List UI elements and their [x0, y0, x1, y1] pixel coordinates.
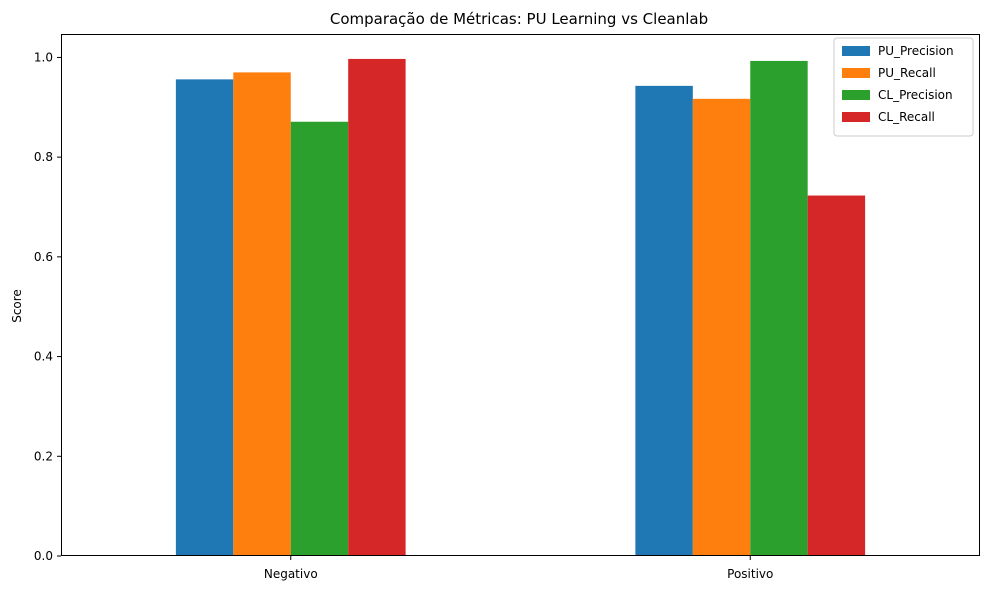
- legend-box: [833, 37, 974, 137]
- bar-cl-precision-negativo: [290, 121, 349, 556]
- y-tick-label: 0.8: [34, 150, 53, 164]
- x-axis: Negativo Positivo: [264, 556, 773, 581]
- y-tick-label: 0.0: [34, 549, 53, 563]
- y-axis-title: Score: [10, 289, 24, 323]
- bars-layer: [175, 58, 866, 557]
- x-tick-label: Positivo: [727, 567, 773, 581]
- bar-cl-recall-negativo: [348, 58, 406, 556]
- bar-pu-recall-positivo: [692, 98, 751, 556]
- legend-label: CL_Precision: [878, 88, 953, 102]
- bar-cl-recall-positivo: [807, 195, 866, 556]
- y-tick-label: 0.6: [34, 250, 53, 264]
- legend-swatch: [842, 46, 870, 56]
- legend-swatch: [842, 112, 870, 122]
- legend-swatch: [842, 68, 870, 78]
- chart-title: Comparação de Métricas: PU Learning vs C…: [330, 10, 708, 28]
- legend-label: PU_Precision: [878, 44, 954, 58]
- bar-pu-precision-negativo: [175, 79, 234, 556]
- legend-label: PU_Recall: [878, 66, 936, 80]
- legend: PU_Precision PU_Recall CL_Precision CL_Reca…: [833, 37, 974, 137]
- bar-pu-precision-positivo: [635, 85, 693, 556]
- y-axis: 0.0 0.2 0.4 0.6 0.8 1.0: [34, 50, 61, 563]
- y-tick-label: 0.2: [34, 449, 53, 463]
- bar-cl-precision-positivo: [750, 60, 808, 556]
- y-tick-label: 1.0: [34, 50, 53, 64]
- bar-pu-recall-negativo: [233, 72, 291, 557]
- y-tick-label: 0.4: [34, 350, 53, 364]
- plot-frame: [61, 34, 980, 556]
- x-tick-label: Negativo: [264, 567, 318, 581]
- legend-swatch: [842, 90, 870, 100]
- legend-label: CL_Recall: [878, 110, 935, 124]
